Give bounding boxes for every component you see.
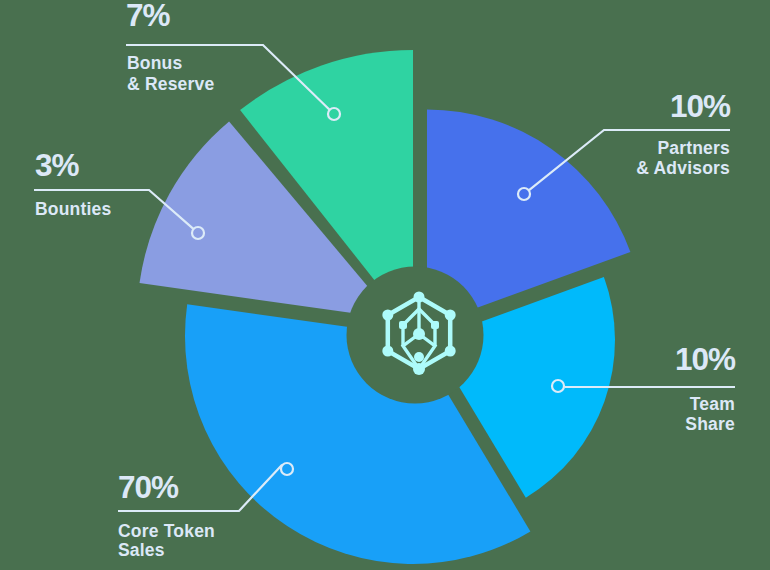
svg-text:70%: 70% bbox=[118, 469, 179, 505]
svg-text:Bounties: Bounties bbox=[35, 199, 112, 219]
svg-text:3%: 3% bbox=[35, 147, 80, 183]
svg-text:Bonus: Bonus bbox=[127, 53, 183, 73]
svg-text:10%: 10% bbox=[670, 88, 731, 124]
svg-text:& Reserve: & Reserve bbox=[127, 74, 214, 94]
svg-text:Team: Team bbox=[690, 394, 735, 414]
svg-text:Sales: Sales bbox=[118, 540, 165, 560]
svg-text:Partners: Partners bbox=[657, 138, 730, 158]
svg-text:Share: Share bbox=[685, 414, 735, 434]
svg-text:7%: 7% bbox=[126, 0, 171, 33]
svg-text:Core Token: Core Token bbox=[118, 521, 215, 541]
svg-text:10%: 10% bbox=[675, 341, 736, 377]
svg-text:& Advisors: & Advisors bbox=[636, 158, 730, 178]
